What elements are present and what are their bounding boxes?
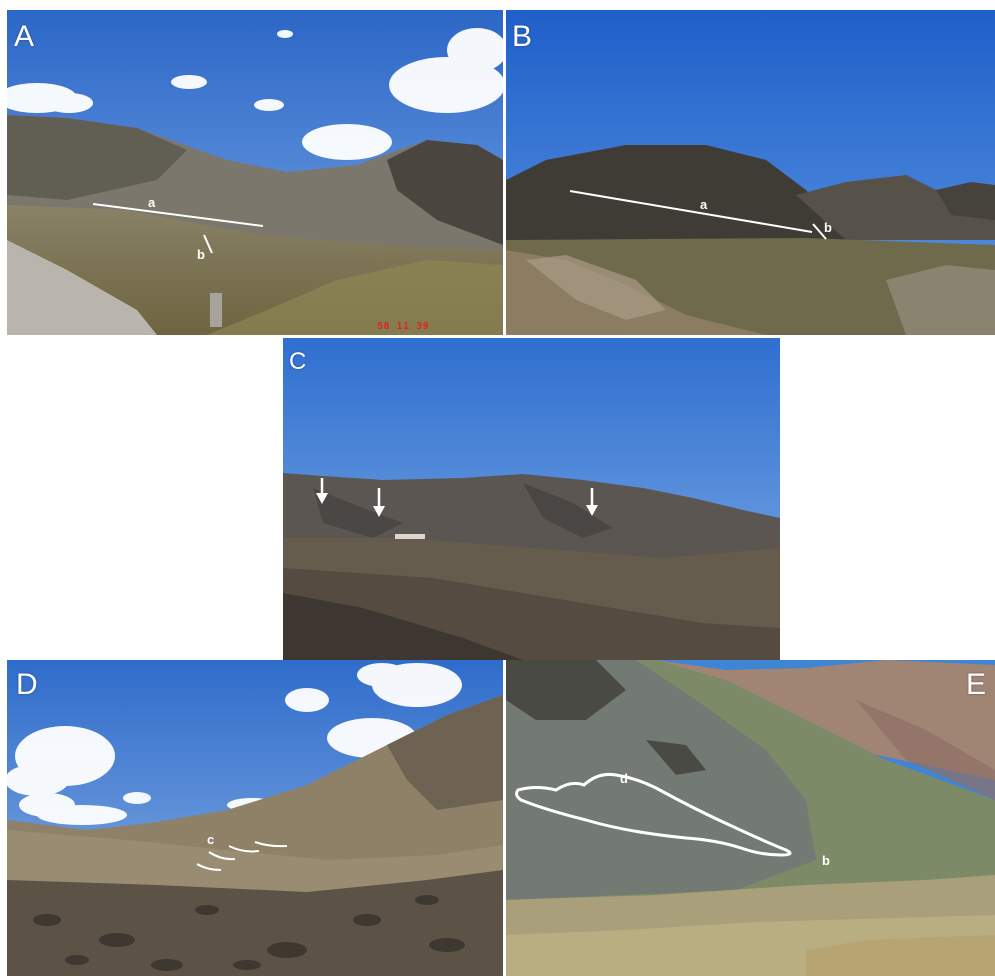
panel-b: B a b bbox=[506, 10, 995, 335]
panel-a-label: A bbox=[14, 20, 35, 53]
panel-b-label: B bbox=[512, 20, 533, 53]
panel-b-annotation-b: b bbox=[824, 220, 832, 235]
panel-e-outline-d bbox=[515, 773, 792, 857]
panel-d-label: D bbox=[16, 668, 38, 701]
panel-a-annotation-a: a bbox=[148, 195, 156, 210]
panel-c-arrows bbox=[316, 478, 598, 517]
panel-e: E d b bbox=[506, 660, 995, 976]
panel-d-photo bbox=[7, 660, 503, 976]
panel-c-label: C bbox=[289, 348, 307, 375]
panel-b-photo bbox=[506, 10, 995, 335]
panel-d-annotation-c: c bbox=[207, 832, 215, 847]
panel-a: A a b 58 11 39 bbox=[7, 10, 503, 335]
panel-e-label: E bbox=[966, 668, 987, 701]
panel-e-annotation-b: b bbox=[822, 853, 830, 868]
panel-e-annotation-d: d bbox=[620, 771, 628, 786]
panel-a-photo bbox=[7, 10, 503, 335]
panel-b-line-b bbox=[812, 223, 827, 240]
panel-c-photo bbox=[283, 338, 780, 660]
panel-e-photo bbox=[506, 660, 995, 976]
panel-a-annotation-b: b bbox=[197, 247, 205, 262]
panel-a-timestamp: 58 11 39 bbox=[377, 321, 430, 332]
panel-b-line-a bbox=[569, 190, 813, 233]
panel-d-arcs-c bbox=[196, 841, 288, 871]
panel-b-annotation-a: a bbox=[700, 197, 708, 212]
panel-c: C bbox=[283, 338, 780, 660]
panel-d: D c bbox=[7, 660, 503, 976]
panel-a-line-a bbox=[92, 203, 264, 227]
panel-a-line-b bbox=[203, 234, 213, 254]
